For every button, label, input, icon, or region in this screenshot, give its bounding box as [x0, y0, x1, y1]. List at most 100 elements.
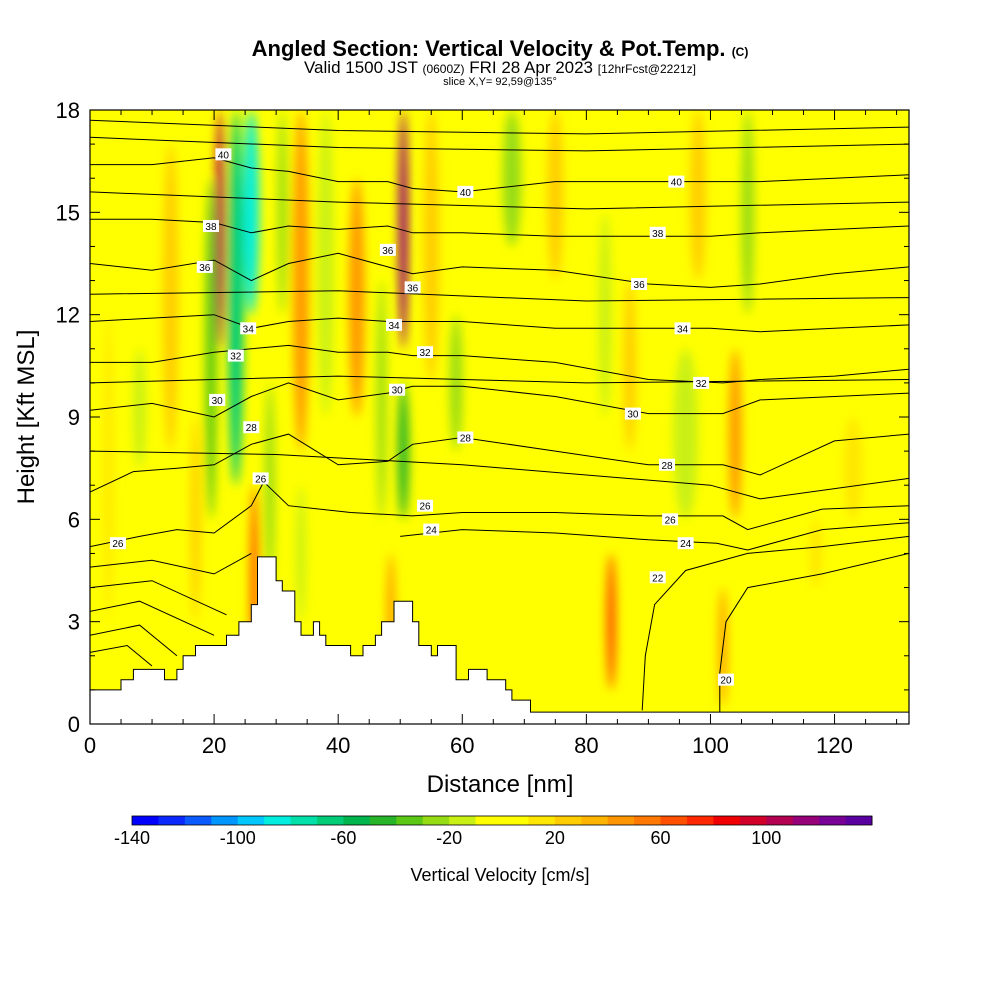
colorbar-swatch: [422, 816, 450, 825]
isentrope-label: 32: [230, 352, 242, 363]
isentrope-line: [90, 375, 909, 384]
colorbar-tick-label: -20: [436, 828, 462, 848]
colorbar-swatch: [343, 816, 371, 825]
x-tick-label: 100: [692, 733, 729, 758]
isentrope-label-bg: [624, 407, 641, 420]
x-axis-label: Distance [nm]: [427, 771, 574, 798]
colorbar-swatch: [502, 816, 529, 825]
isentrope-label: 30: [627, 410, 639, 421]
isentrope-line: [90, 433, 909, 493]
isentrope-label: 26: [255, 474, 267, 485]
isentrope-label: 28: [246, 423, 258, 434]
colorbar-swatch: [158, 816, 186, 825]
isentrope-label-bg: [457, 431, 474, 444]
colorbar-swatch: [739, 816, 767, 825]
colorbar-swatch: [634, 816, 662, 825]
isentrope-label: 40: [218, 150, 230, 161]
colorbar-swatch: [687, 816, 714, 825]
isentrope-label-bg: [389, 383, 406, 396]
velocity-band: [296, 485, 306, 622]
isentrope-line: [90, 480, 909, 548]
colorbar-swatch: [660, 816, 688, 825]
isentrope-label-bg: [659, 458, 676, 471]
isentrope-label-bg: [404, 281, 421, 294]
isentrope-line: [90, 157, 909, 193]
isentrope-label-bg: [631, 277, 648, 290]
isentrope-label: 38: [205, 222, 217, 233]
colorbar-tick-label: -140: [114, 828, 150, 848]
x-tick-label: 80: [574, 733, 598, 758]
isentrope-label: 34: [243, 324, 255, 335]
isentrope-label-bg: [109, 537, 126, 550]
colorbar-swatch: [581, 816, 609, 825]
isentrope-label: 36: [634, 280, 646, 291]
x-tick-label: 0: [84, 733, 96, 758]
isentrope-line: [90, 218, 909, 237]
colorbar-swatch: [264, 816, 292, 825]
isentrope-line: [90, 314, 909, 333]
isentrope-label: 36: [407, 283, 419, 294]
velocity-band: [349, 178, 365, 417]
colorbar-frame: [131, 815, 873, 826]
colorbar-tick-label: -60: [330, 828, 356, 848]
isentrope-label: 36: [382, 246, 394, 257]
isentrope-line: [641, 535, 909, 711]
isentrope-label: 38: [652, 229, 664, 240]
isentrope-label-bg: [417, 346, 434, 359]
colorbar: -140 -100 -60 -20 20 60 100: [114, 815, 873, 848]
velocity-band: [293, 110, 309, 452]
colorbar-swatch: [475, 816, 503, 825]
isentrope-label: 32: [419, 348, 431, 359]
isentrope-label-bg: [243, 421, 260, 434]
isentrope-line: [90, 580, 227, 616]
velocity-band: [449, 314, 463, 452]
isentrope-label-bg: [649, 571, 666, 584]
y-tick-label: 3: [68, 610, 80, 635]
colorbar-tick-label: -100: [220, 828, 256, 848]
isentrope-label-bg: [677, 537, 694, 550]
colorbar-swatch: [792, 816, 820, 825]
velocity-band: [606, 553, 616, 690]
isentrope-label: 22: [652, 573, 664, 584]
isentrope-label: 34: [677, 324, 689, 335]
isentrope-label: 26: [665, 515, 677, 526]
colorbar-tick-label: 100: [751, 828, 781, 848]
velocity-band: [376, 280, 387, 520]
colorbar-swatch: [369, 816, 397, 825]
isentrope-label: 26: [112, 539, 124, 550]
velocity-band: [423, 110, 440, 383]
isentrope-label-bg: [227, 349, 244, 362]
plot-background: [90, 110, 909, 724]
isentrope-label-bg: [649, 226, 666, 239]
isentrope-label: 36: [199, 263, 211, 274]
isentrope-label: 24: [426, 526, 438, 537]
isentrope-label-bg: [209, 393, 226, 406]
colorbar-swatch: [819, 816, 847, 825]
velocity-band: [162, 144, 179, 452]
isentrope-label-bg: [196, 260, 213, 273]
isentrope-label: 28: [661, 461, 673, 472]
colorbar-swatch: [290, 816, 318, 825]
isentrope-label-bg: [674, 322, 691, 335]
isentrope-label: 40: [671, 178, 683, 189]
colorbar-swatch: [845, 816, 873, 825]
isentrope-label: 30: [392, 386, 404, 397]
terrain: [89, 556, 910, 725]
colorbar-swatch: [396, 816, 424, 825]
velocity-band: [809, 519, 823, 588]
y-axis-label: Height [Kft MSL]: [13, 330, 40, 505]
colorbar-swatch: [528, 816, 556, 825]
x-tick-label: 40: [326, 733, 350, 758]
isentrope-line: [90, 136, 909, 152]
velocity-band: [729, 348, 742, 520]
slice-label: slice X,Y= 92,59@135°: [443, 76, 557, 88]
velocity-band: [228, 110, 244, 486]
x-tick-label: 120: [816, 733, 853, 758]
isentrope-label: 24: [680, 539, 692, 550]
isentrope-label: 28: [460, 433, 472, 444]
y-tick-label: 6: [68, 507, 80, 532]
y-tick-label: 0: [68, 712, 80, 737]
isentrope-line: [90, 290, 909, 302]
